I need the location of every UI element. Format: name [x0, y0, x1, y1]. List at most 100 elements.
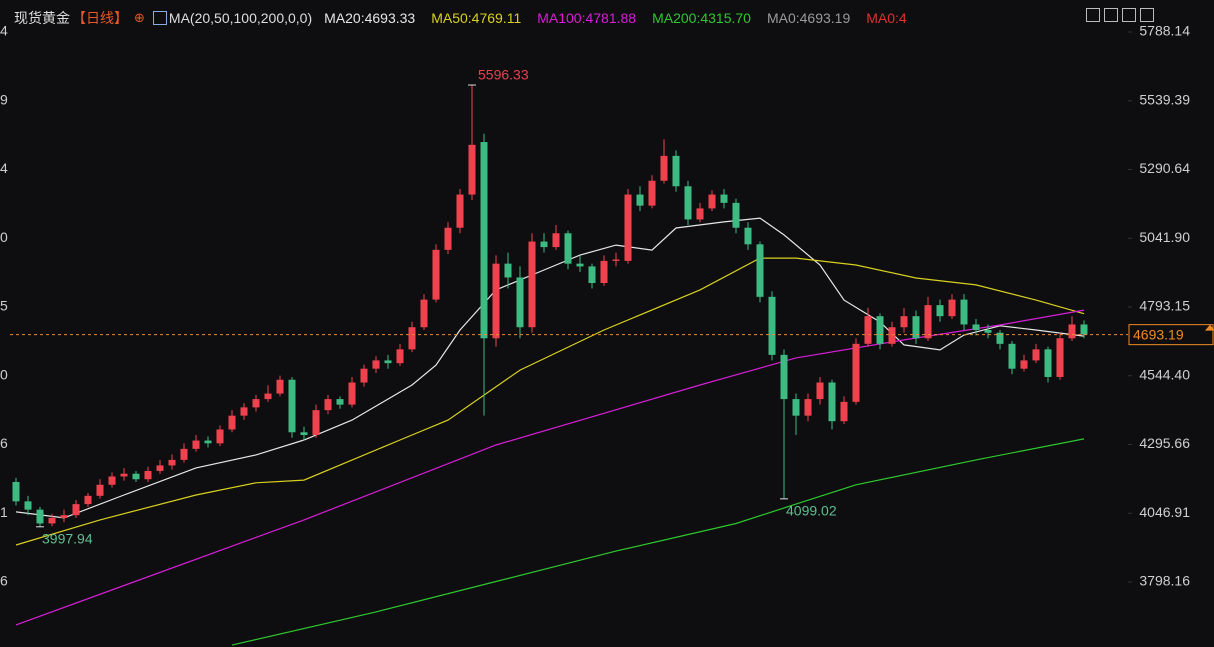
candle-body [324, 399, 332, 411]
candle-body [552, 233, 560, 248]
symbol[interactable]: 现货黄金 [14, 10, 70, 26]
tool-button[interactable] [1086, 8, 1100, 22]
candle-body [48, 517, 56, 524]
candle-body [384, 360, 392, 364]
y-tick-label: 4793.15 [1139, 298, 1190, 314]
candle-body [600, 260, 608, 284]
add-icon[interactable]: ⊕ [134, 10, 145, 25]
candle-body [492, 263, 500, 339]
legend-entry: MA0:4693.19 [766, 10, 851, 26]
candle-body [168, 459, 176, 466]
candle-body [348, 382, 356, 405]
candle-body [372, 360, 380, 369]
candle-body [996, 332, 1004, 344]
ma-line [15, 309, 1085, 626]
candle-body [960, 299, 968, 325]
tool-button[interactable] [1104, 8, 1118, 22]
candle-body [972, 324, 980, 330]
candle-body [516, 277, 524, 328]
candle-body [912, 316, 920, 339]
candle-body [684, 186, 692, 220]
y-tick-label: 5539.39 [1139, 91, 1190, 107]
candle-body [1056, 338, 1064, 377]
indicator-icon[interactable] [152, 11, 167, 25]
candle-body [696, 208, 704, 220]
left-axis-label: 9 [0, 91, 8, 107]
candle-body [984, 329, 992, 333]
left-axis-label: 0 [0, 366, 8, 382]
candle-body [564, 233, 572, 264]
candle-body [576, 263, 584, 267]
candle-body [636, 194, 644, 206]
candle-body [24, 501, 32, 510]
candle-body [480, 142, 488, 339]
y-tick-label: 4544.40 [1139, 366, 1190, 382]
y-tick-label: 4046.91 [1139, 504, 1190, 520]
candle-body [936, 305, 944, 317]
ma-line [15, 217, 1085, 519]
legend-entry: MA50:4769.11 [431, 10, 522, 26]
candle-body [660, 155, 668, 181]
last-price-label: 4693.19 [1133, 326, 1184, 342]
candle-body [192, 440, 200, 449]
candle-body [828, 382, 836, 422]
last-price-box [1128, 324, 1214, 346]
y-tick-label: 3798.16 [1139, 573, 1190, 589]
candle-body [504, 263, 512, 278]
period[interactable]: 【日线】 [72, 10, 128, 26]
candle-body [240, 407, 248, 416]
candle-body [648, 180, 656, 206]
candle-body [756, 244, 764, 297]
y-tick-label: 5788.14 [1139, 23, 1190, 39]
candle-body [588, 266, 596, 284]
candle-body [396, 349, 404, 364]
candle-body [108, 476, 116, 485]
candle-body [60, 515, 68, 518]
ma-line [231, 438, 1085, 646]
left-axis-label: 6 [0, 573, 8, 589]
y-tick-label: 5290.64 [1139, 160, 1190, 176]
candle-body [1032, 349, 1040, 361]
candle-body [12, 482, 20, 502]
left-axis-label: 4 [0, 23, 8, 39]
candle-body [336, 399, 344, 405]
candle-body [72, 504, 80, 516]
candle-body [540, 241, 548, 248]
candle-body [876, 316, 884, 344]
header: 现货黄金 【日线】 ⊕ MA(20,50,100,200,0,0) MA20:4… [14, 8, 907, 28]
candle-body [216, 429, 224, 444]
y-tick-label: 4295.66 [1139, 435, 1190, 451]
candle-body [672, 155, 680, 187]
candle-body [312, 410, 320, 436]
tool-button[interactable] [1140, 8, 1154, 22]
tool-button[interactable] [1122, 8, 1136, 22]
legend-entry: MA0:4 [866, 10, 907, 26]
candle-body [132, 473, 140, 480]
candle-body [1044, 349, 1052, 377]
candle-body [468, 144, 476, 195]
candle-body [444, 227, 452, 250]
candle-body [1068, 324, 1076, 339]
candle-body [1080, 324, 1088, 335]
candle-body [264, 393, 272, 400]
candle-body [924, 305, 932, 339]
legend-entry: MA200:4315.70 [652, 10, 751, 26]
candle-body [456, 194, 464, 228]
candle-body [96, 484, 104, 496]
legend-entry: MA100:4781.88 [537, 10, 637, 26]
left-axis-label: 5 [0, 298, 8, 314]
low-label: 4099.02 [786, 503, 837, 519]
candle-body [744, 227, 752, 245]
candle-body [732, 202, 740, 228]
indicator[interactable]: MA(20,50,100,200,0,0) [168, 10, 313, 26]
candle-body [300, 432, 308, 436]
candle-body [624, 194, 632, 261]
left-axis-label: 4 [0, 160, 8, 176]
candle-body [156, 465, 164, 471]
y-tick-label: 5041.90 [1139, 229, 1190, 245]
candle-body [1020, 360, 1028, 369]
candle-body [888, 327, 896, 344]
candle-body [864, 316, 872, 344]
